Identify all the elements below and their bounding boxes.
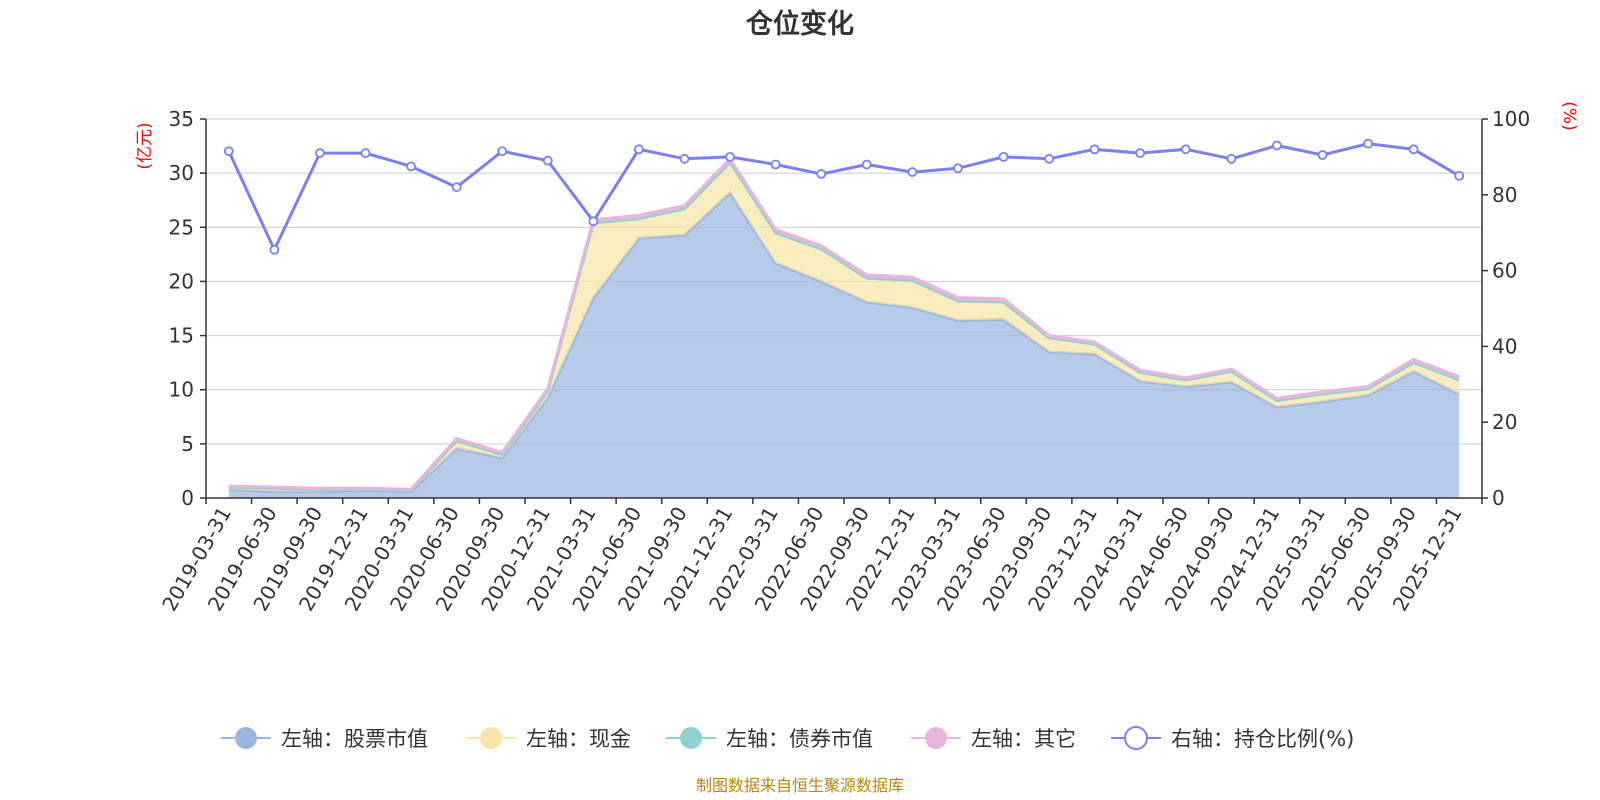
right-axis-label: (%) [1559,101,1579,130]
ratio-point [1180,144,1191,155]
ratio-point [406,161,416,172]
left-tick-label: 35 [169,107,194,131]
legend-item: 左轴：债券市值 [666,727,873,751]
legend: 左轴：股票市值 左轴：现金 左轴：债券市值 左轴：其它 右轴：持仓比例(%) [221,726,1354,751]
right-tick-label: 20 [1492,410,1517,434]
legend-item: 左轴：股票市值 [221,727,428,751]
legend-label: 左轴：现金 [526,727,631,751]
right-tick-label: 0 [1492,486,1505,510]
left-axis-label: (亿元) [135,122,155,169]
legend-marker [480,727,502,749]
ratio-point [542,155,553,166]
legend-item: 右轴：持仓比例(%) [1111,726,1354,751]
left-tick-label: 10 [169,378,194,402]
ratio-point [634,144,644,155]
legend-marker [925,727,947,749]
ratio-point [1135,148,1146,159]
area-0 [228,192,1460,499]
legend-marker [1124,726,1148,750]
ratio-point [588,216,599,227]
ratio-point [1044,153,1054,164]
right-tick-label: 60 [1492,259,1517,283]
ratio-point [725,151,735,162]
ratio-point [269,244,280,255]
source-footer: 制图数据来自恒生聚源数据库 [696,776,904,795]
ratio-point [451,182,462,193]
left-tick-label: 15 [169,324,194,348]
ratio-line [227,142,1460,254]
ratio-point [861,159,872,170]
ratio-point [1089,144,1100,155]
legend-label: 左轴：股票市值 [281,727,428,751]
ratio-point [1408,144,1419,155]
ratio-point [998,151,1009,162]
ratio-point [679,153,690,164]
ratio-series [223,138,1465,255]
legend-item: 左轴：其它 [911,727,1076,751]
legend-label: 左轴：债券市值 [726,727,873,751]
area-series [228,156,1460,499]
left-tick-label: 20 [169,269,194,293]
legend-label: 左轴：其它 [971,727,1076,751]
legend-label: 右轴：持仓比例(%) [1171,727,1354,751]
legend-marker [235,727,257,749]
chart-title: 仓位变化 [745,8,854,40]
right-tick-label: 100 [1492,107,1530,131]
ratio-point [907,167,918,177]
ratio-point [1317,150,1328,160]
ratio-point [1454,170,1465,181]
ratio-point [953,163,963,174]
ratio-point [1226,153,1237,164]
ratio-point [360,148,371,159]
ratio-point [497,146,508,157]
left-tick-label: 25 [169,215,194,239]
ratio-point [1272,140,1282,151]
ratio-point [223,146,234,157]
legend-marker [680,727,702,749]
ratio-point [1363,138,1373,149]
left-tick-label: 5 [181,432,194,456]
left-tick-label: 30 [169,161,194,185]
legend-item: 左轴：现金 [466,727,631,751]
ratio-point [770,159,781,170]
right-tick-label: 80 [1492,183,1517,207]
left-tick-label: 0 [181,486,194,510]
right-tick-label: 40 [1492,334,1517,358]
ratio-point [816,169,827,179]
ratio-point [315,148,325,159]
area-line-3 [228,156,1460,491]
